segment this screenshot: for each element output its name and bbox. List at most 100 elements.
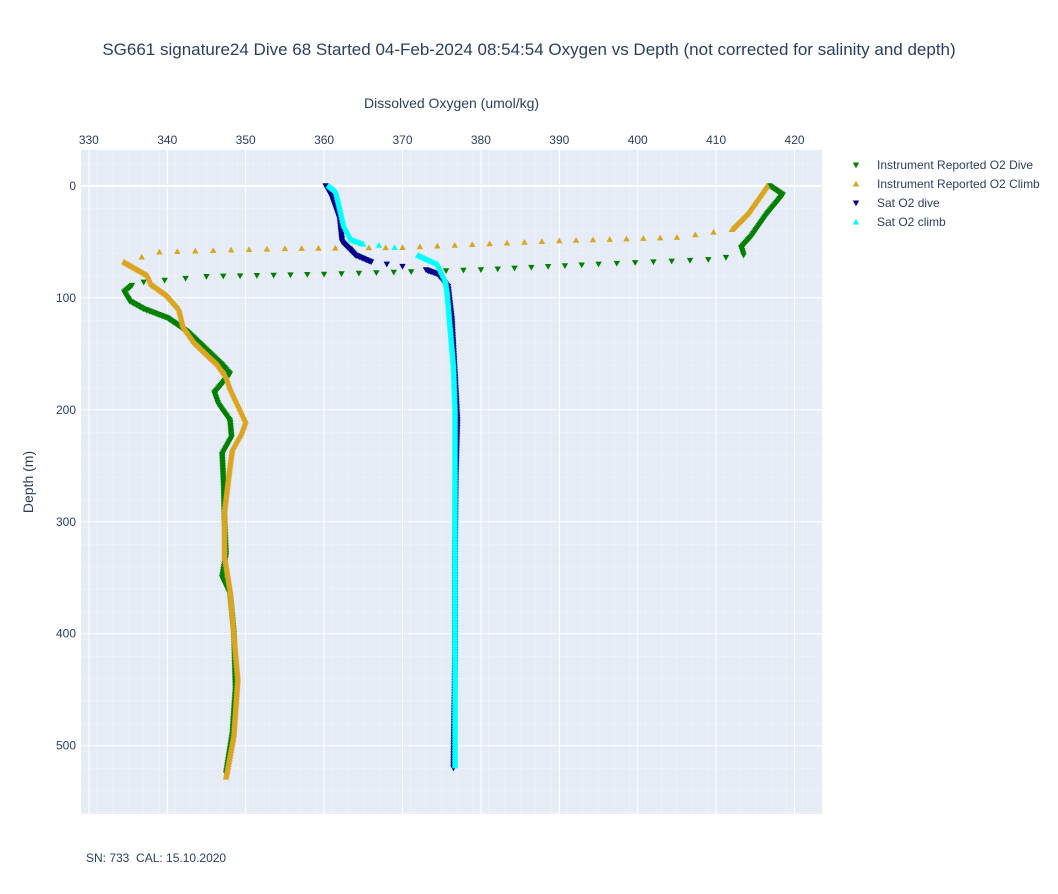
data-point: [763, 182, 771, 189]
y-tick-label: 200: [56, 403, 76, 417]
data-point: [561, 263, 569, 270]
data-point: [320, 271, 328, 278]
data-point: [298, 245, 305, 251]
data-point: [287, 272, 294, 279]
y-tick-label: 100: [56, 291, 76, 305]
data-point: [668, 258, 675, 265]
legend-item[interactable]: Instrument Reported O2 Dive: [852, 158, 1034, 172]
y-tick-label: 0: [69, 179, 76, 193]
data-point: [477, 267, 485, 274]
series-3: [325, 182, 459, 769]
y-axis-ticks: 0 100 200 300 400 500: [56, 179, 76, 753]
data-point: [631, 260, 639, 266]
data-point: [414, 252, 422, 258]
data-point: [338, 271, 345, 277]
data-point: [538, 238, 546, 245]
data-point: [656, 234, 664, 241]
data-point: [528, 264, 535, 271]
legend-marker: [852, 200, 860, 207]
data-point: [192, 247, 199, 254]
data-point: [640, 235, 647, 241]
x-tick-label: 370: [392, 133, 412, 147]
data-point: [390, 269, 397, 276]
data-point: [613, 260, 621, 267]
data-point: [673, 234, 681, 240]
data-point: [589, 236, 597, 243]
data-point: [503, 239, 511, 246]
data-point: [315, 245, 322, 251]
data-point: [227, 246, 235, 253]
data-point: [375, 241, 383, 248]
data-point: [578, 262, 585, 269]
data-point: [182, 275, 189, 282]
legend-marker: [852, 162, 860, 169]
data-point: [650, 259, 657, 266]
data-point: [686, 257, 694, 264]
series-layer: [120, 182, 786, 780]
legend-item[interactable]: Sat O2 dive: [852, 196, 940, 210]
data-point: [705, 257, 712, 263]
data-point: [156, 248, 163, 255]
x-tick-label: 340: [157, 133, 177, 147]
x-tick-label: 380: [471, 133, 491, 147]
legend-item[interactable]: Sat O2 climb: [852, 215, 946, 229]
calibration-footnote: SN: 733 CAL: 15.10.2020: [86, 851, 227, 865]
data-point: [416, 243, 424, 250]
legend-marker: [852, 218, 860, 225]
data-point: [710, 228, 717, 235]
data-point: [138, 253, 145, 260]
data-point: [521, 238, 528, 245]
data-point: [263, 245, 271, 252]
data-point: [203, 273, 210, 280]
legend-label: Instrument Reported O2 Dive: [877, 158, 1033, 172]
data-point: [281, 245, 289, 252]
data-point: [494, 266, 501, 273]
data-point: [365, 244, 373, 251]
data-point: [544, 264, 552, 270]
x-axis-title: Dissolved Oxygen (umol/kg): [364, 95, 539, 111]
y-axis-title: Depth (m): [20, 451, 36, 513]
data-point: [556, 237, 563, 244]
data-point: [740, 252, 747, 259]
x-axis-ticks: 330 340 350 360 370 380 390 400 410 420: [79, 133, 805, 147]
legend[interactable]: Instrument Reported O2 Dive Instrument Re…: [852, 158, 1040, 229]
data-point: [442, 268, 450, 275]
data-point: [325, 182, 332, 189]
data-point: [367, 259, 375, 266]
data-point: [220, 273, 227, 280]
series-1: [120, 182, 771, 780]
data-point: [332, 244, 339, 251]
x-tick-label: 390: [549, 133, 569, 147]
legend-label: Sat O2 climb: [877, 215, 946, 229]
y-tick-label: 300: [56, 515, 76, 529]
data-point: [572, 237, 580, 243]
x-tick-label: 360: [314, 133, 334, 147]
data-point: [174, 248, 181, 254]
data-point: [391, 244, 398, 250]
x-tick-label: 350: [236, 133, 256, 147]
data-point: [382, 244, 389, 251]
legend-item[interactable]: Instrument Reported O2 Climb: [852, 177, 1040, 191]
data-point: [161, 277, 168, 284]
legend-marker: [852, 180, 860, 187]
x-tick-label: 410: [706, 133, 726, 147]
data-point: [253, 273, 261, 279]
data-point: [451, 241, 458, 248]
y-tick-label: 500: [56, 739, 76, 753]
data-point: [595, 261, 602, 268]
data-point: [606, 236, 613, 242]
data-point: [383, 261, 391, 268]
legend-label: Sat O2 dive: [877, 196, 940, 210]
data-point: [209, 247, 217, 254]
data-point: [460, 267, 467, 274]
chart-title: SG661 signature24 Dive 68 Started 04-Feb…: [102, 40, 956, 59]
y-tick-label: 400: [56, 627, 76, 641]
x-tick-label: 420: [785, 133, 805, 147]
data-point: [245, 246, 253, 253]
data-point: [373, 270, 380, 276]
data-point: [399, 263, 406, 270]
x-tick-label: 330: [79, 133, 99, 147]
legend-label: Instrument Reported O2 Climb: [877, 177, 1040, 191]
data-point: [434, 242, 441, 249]
